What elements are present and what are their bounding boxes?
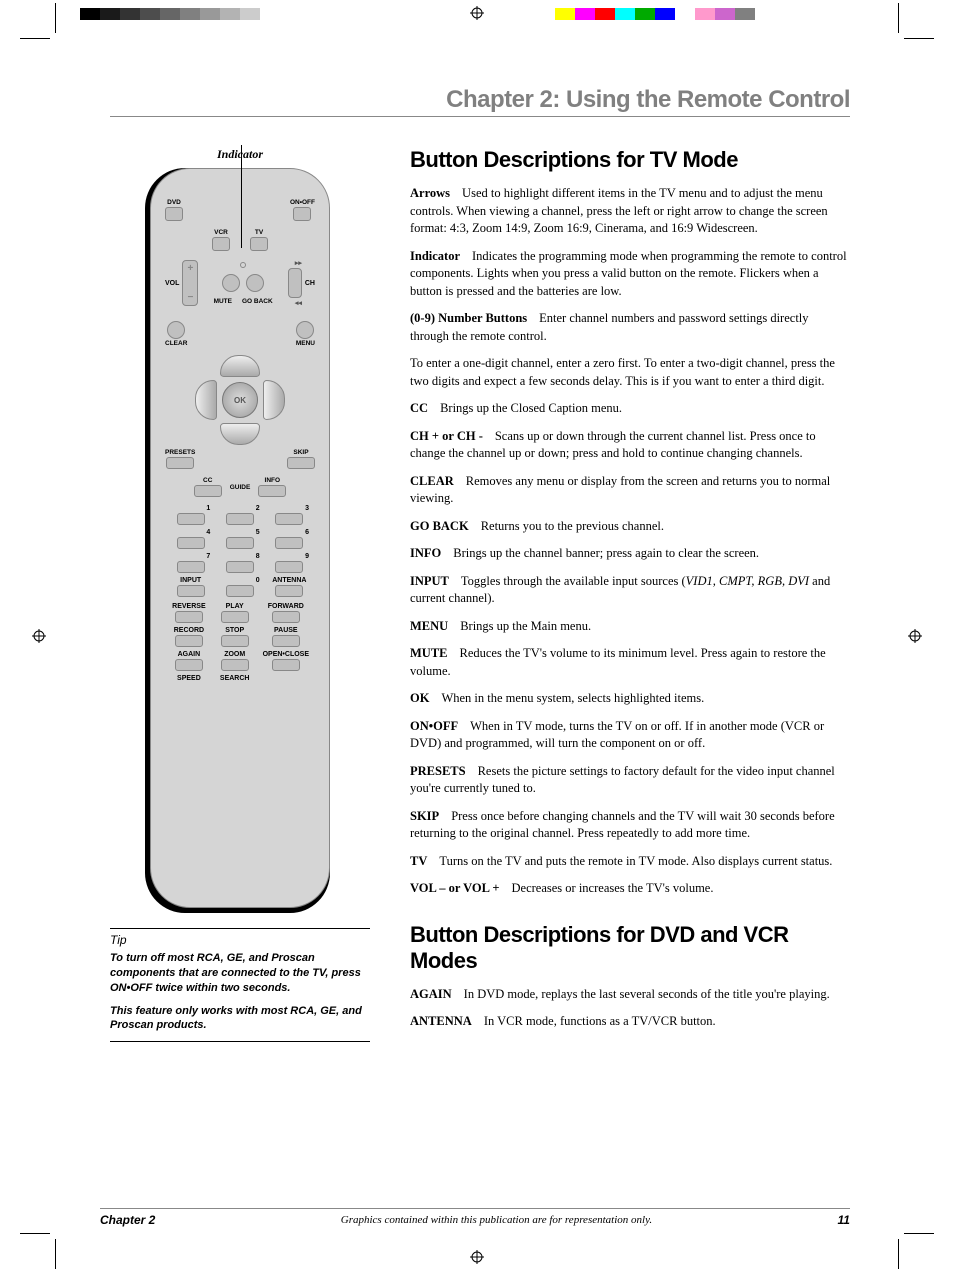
section-2-title: Button Descriptions for DVD and VCR Mode…	[410, 922, 850, 974]
vol-label: VOL	[165, 280, 179, 287]
color-bar-left	[80, 8, 280, 20]
registration-mark-icon	[470, 6, 484, 20]
number-pad: 1 2 3 4 5 6 7 8 9 INPUT 0 ANTENNA	[171, 505, 309, 597]
description-item: IndicatorIndicates the programming mode …	[410, 248, 850, 301]
tv-label: TV	[255, 229, 263, 236]
page-footer: Chapter 2 Graphics contained within this…	[100, 1208, 850, 1227]
vol-rocker: +−	[182, 260, 198, 306]
tip-text-1: To turn off most RCA, GE, and Proscan co…	[110, 951, 370, 996]
vcr-button	[212, 237, 230, 251]
description-item: AGAINIn DVD mode, replays the last sever…	[410, 986, 850, 1004]
indicator-label: Indicator	[110, 147, 370, 162]
description-item: SKIPPress once before changing channels …	[410, 808, 850, 843]
description-item: ON•OFFWhen in TV mode, turns the TV on o…	[410, 718, 850, 753]
crop-mark	[904, 38, 934, 39]
description-item: GO BACKReturns you to the previous chann…	[410, 518, 850, 536]
menu-button	[296, 321, 314, 339]
vcr-label: VCR	[214, 229, 228, 236]
chapter-title: Chapter 2: Using the Remote Control	[110, 86, 850, 117]
page-number: 11	[838, 1213, 850, 1227]
description-item: MUTEReduces the TV's volume to its minim…	[410, 645, 850, 680]
tip-title: Tip	[110, 933, 370, 947]
crop-mark	[904, 1233, 934, 1234]
registration-mark-icon	[32, 629, 46, 643]
tip-block: Tip To turn off most RCA, GE, and Prosca…	[110, 928, 370, 1042]
arrow-left-button	[195, 380, 217, 420]
crop-mark	[898, 3, 899, 33]
description-item: PRESETSResets the picture settings to fa…	[410, 763, 850, 798]
presets-label: PRESETS	[165, 449, 195, 456]
description-item: To enter a one-digit channel, enter a ze…	[410, 355, 850, 390]
registration-mark-icon	[908, 629, 922, 643]
skip-button	[287, 457, 315, 469]
cc-label: CC	[203, 477, 212, 484]
description-item: ArrowsUsed to highlight different items …	[410, 185, 850, 238]
indicator-led-icon	[240, 262, 246, 268]
description-item: (0-9) Number ButtonsEnter channel number…	[410, 310, 850, 345]
remote-illustration: DVD ON•OFF VCR TV VOL+−	[150, 168, 330, 908]
description-item: INFOBrings up the channel banner; press …	[410, 545, 850, 563]
menu-label: MENU	[296, 340, 315, 347]
goback-label: GO BACK	[242, 298, 273, 305]
arrow-up-button	[220, 355, 260, 377]
ok-button: OK	[222, 382, 258, 418]
crop-mark	[20, 1233, 50, 1234]
cc-button	[194, 485, 222, 497]
dvd-button	[165, 207, 183, 221]
dpad: OK	[195, 355, 285, 445]
description-item: VOL – or VOL +Decreases or increases the…	[410, 880, 850, 898]
description-item: CH + or CH -Scans up or down through the…	[410, 428, 850, 463]
goback-button	[246, 274, 264, 292]
presets-button	[166, 457, 194, 469]
arrow-down-button	[220, 423, 260, 445]
tv-button	[250, 237, 268, 251]
crop-mark	[20, 38, 50, 39]
skip-label: SKIP	[293, 449, 308, 456]
tip-text-2: This feature only works with most RCA, G…	[110, 1004, 370, 1034]
clear-label: CLEAR	[165, 340, 187, 347]
footer-disclaimer: Graphics contained within this publicati…	[341, 1214, 652, 1226]
guide-label: GUIDE	[230, 484, 251, 491]
description-item: INPUTToggles through the available input…	[410, 573, 850, 608]
onoff-button	[293, 207, 311, 221]
description-item: MENUBrings up the Main menu.	[410, 618, 850, 636]
arrow-right-button	[263, 380, 285, 420]
ch-label: CH	[305, 280, 315, 287]
info-label: INFO	[265, 477, 281, 484]
dvd-label: DVD	[167, 199, 181, 206]
section-1-title: Button Descriptions for TV Mode	[410, 147, 850, 173]
description-item: CLEARRemoves any menu or display from th…	[410, 473, 850, 508]
description-item: CCBrings up the Closed Caption menu.	[410, 400, 850, 418]
description-item: TVTurns on the TV and puts the remote in…	[410, 853, 850, 871]
description-item: OKWhen in the menu system, selects highl…	[410, 690, 850, 708]
clear-button	[167, 321, 185, 339]
ch-rocker	[288, 268, 302, 298]
registration-mark-icon	[470, 1250, 484, 1264]
mute-button	[222, 274, 240, 292]
crop-mark	[55, 3, 56, 33]
info-button	[258, 485, 286, 497]
mute-label: MUTE	[214, 298, 232, 305]
crop-mark	[898, 1239, 899, 1269]
footer-chapter: Chapter 2	[100, 1213, 155, 1227]
color-bar-right	[555, 8, 755, 20]
description-item: ANTENNAIn VCR mode, functions as a TV/VC…	[410, 1013, 850, 1031]
crop-mark	[55, 1239, 56, 1269]
onoff-label: ON•OFF	[290, 199, 315, 206]
